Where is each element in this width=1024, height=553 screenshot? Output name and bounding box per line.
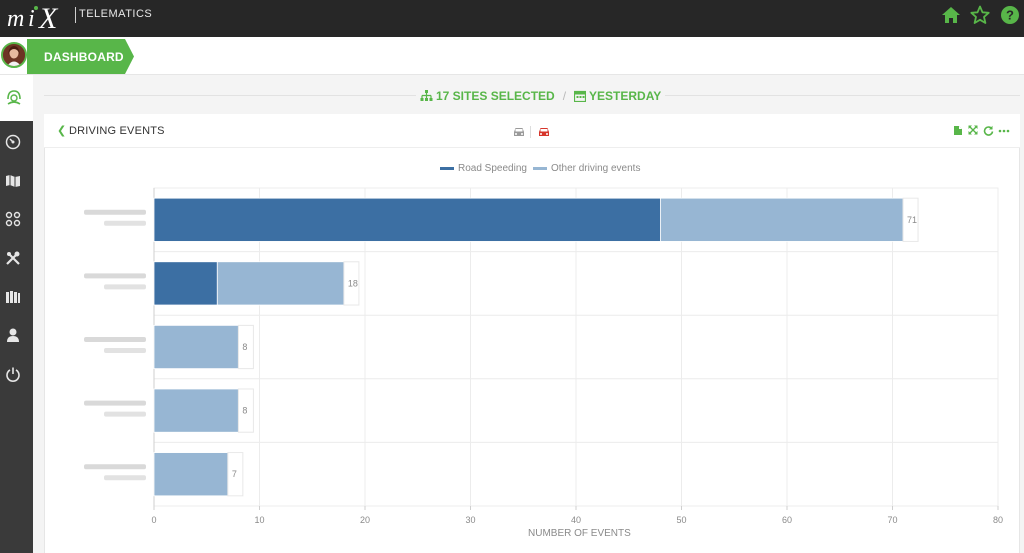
category-label-blurred: [104, 411, 146, 417]
svg-text:X: X: [38, 2, 59, 32]
reports-icon[interactable]: [5, 289, 21, 305]
sites-selected-label[interactable]: 17 SITES SELECTED: [436, 89, 555, 103]
panel-title: DRIVING EVENTS: [69, 125, 165, 137]
expand-icon[interactable]: [968, 125, 978, 135]
home-icon[interactable]: [940, 4, 962, 26]
tools-icon[interactable]: [5, 250, 21, 266]
car-red-icon[interactable]: [537, 126, 551, 138]
brand-subtitle: TELEMATICS: [79, 8, 153, 20]
car-grey-icon[interactable]: [512, 126, 526, 138]
x-axis-label: NUMBER OF EVENTS: [528, 528, 631, 539]
panel-header: [44, 114, 1020, 148]
x-tick-label: 50: [676, 515, 686, 525]
dashboard-label: DASHBOARD: [44, 50, 124, 64]
calendar-icon: [574, 90, 587, 102]
x-tick-label: 10: [254, 515, 264, 525]
legend-item-other-driving-events[interactable]: Other driving events: [532, 163, 641, 174]
total-label: 18: [348, 278, 358, 288]
more-icon[interactable]: [998, 129, 1010, 133]
x-tick-label: 80: [993, 515, 1003, 525]
category-label-blurred: [104, 220, 146, 226]
total-label: 7: [232, 469, 237, 479]
x-tick-label: 20: [360, 515, 370, 525]
headset-icon[interactable]: [4, 88, 24, 108]
total-label-box: [237, 324, 254, 370]
driving-events-chart: 0 10 20 30 40 50 60 70 80 71 18 8 8 7: [84, 187, 1003, 525]
legend-label: Other driving events: [550, 163, 641, 174]
total-label: 71: [907, 215, 917, 225]
legend-swatch: [532, 167, 547, 170]
x-tick-label: 70: [887, 515, 897, 525]
category-label-blurred: [84, 273, 146, 279]
user-icon[interactable]: [5, 327, 21, 343]
gauge-icon[interactable]: [5, 134, 21, 150]
total-label: 8: [242, 406, 247, 416]
header-strip: [0, 37, 1024, 75]
top-bar: m i X TELEMATICS ?: [0, 0, 1024, 37]
legend-item-road-speeding[interactable]: Road Speeding: [440, 163, 527, 174]
tracking-icon[interactable]: [5, 211, 21, 227]
bar-other-driving-events[interactable]: [216, 261, 345, 306]
bar-other-driving-events[interactable]: [153, 388, 239, 433]
category-label-blurred: [84, 337, 146, 342]
period-label[interactable]: YESTERDAY: [589, 89, 662, 103]
bar-road-speeding[interactable]: [153, 197, 661, 242]
category-label-blurred: [84, 209, 146, 215]
total-label-box: [237, 388, 254, 433]
legend-swatch: [440, 167, 454, 170]
category-label-blurred: [84, 400, 146, 406]
category-label-blurred: [104, 348, 146, 353]
selection-summary[interactable]: 17 SITES SELECTED / YESTERDAY: [416, 86, 666, 106]
power-icon[interactable]: [5, 366, 21, 382]
mix-logo[interactable]: m i X: [6, 2, 68, 32]
bar-other-driving-events[interactable]: [153, 324, 239, 370]
x-tick-label: 0: [151, 515, 156, 525]
x-tick-label: 40: [571, 515, 581, 525]
category-label-blurred: [84, 464, 146, 470]
sites-icon: [420, 90, 433, 101]
selection-separator: /: [562, 89, 567, 103]
svg-text:?: ?: [1006, 8, 1014, 23]
avatar-image: [3, 44, 25, 66]
svg-text:i: i: [28, 6, 35, 32]
total-label-box: [343, 261, 360, 306]
view-divider: [530, 126, 531, 138]
refresh-icon[interactable]: [983, 125, 994, 136]
help-icon[interactable]: ?: [999, 4, 1021, 26]
avatar[interactable]: [1, 42, 27, 68]
x-tick-label: 30: [465, 515, 475, 525]
total-label-box: [902, 197, 919, 242]
x-tick-label: 60: [782, 515, 792, 525]
total-label: 8: [242, 342, 247, 352]
dashboard-tab[interactable]: [27, 39, 134, 74]
legend-label: Road Speeding: [458, 163, 527, 174]
svg-text:m: m: [7, 6, 24, 32]
bar-other-driving-events[interactable]: [660, 197, 904, 242]
star-icon[interactable]: [969, 4, 991, 26]
category-label-blurred: [104, 284, 146, 290]
logo-divider: [75, 7, 76, 23]
total-label-box: [227, 452, 244, 497]
bar-road-speeding[interactable]: [153, 261, 218, 306]
export-icon[interactable]: [953, 125, 963, 136]
bar-other-driving-events[interactable]: [153, 452, 229, 497]
map-icon[interactable]: [5, 173, 21, 189]
category-label-blurred: [104, 475, 146, 481]
chart-legend: Road Speeding Other driving events: [440, 163, 646, 174]
back-chevron-icon[interactable]: ❮: [57, 125, 67, 137]
